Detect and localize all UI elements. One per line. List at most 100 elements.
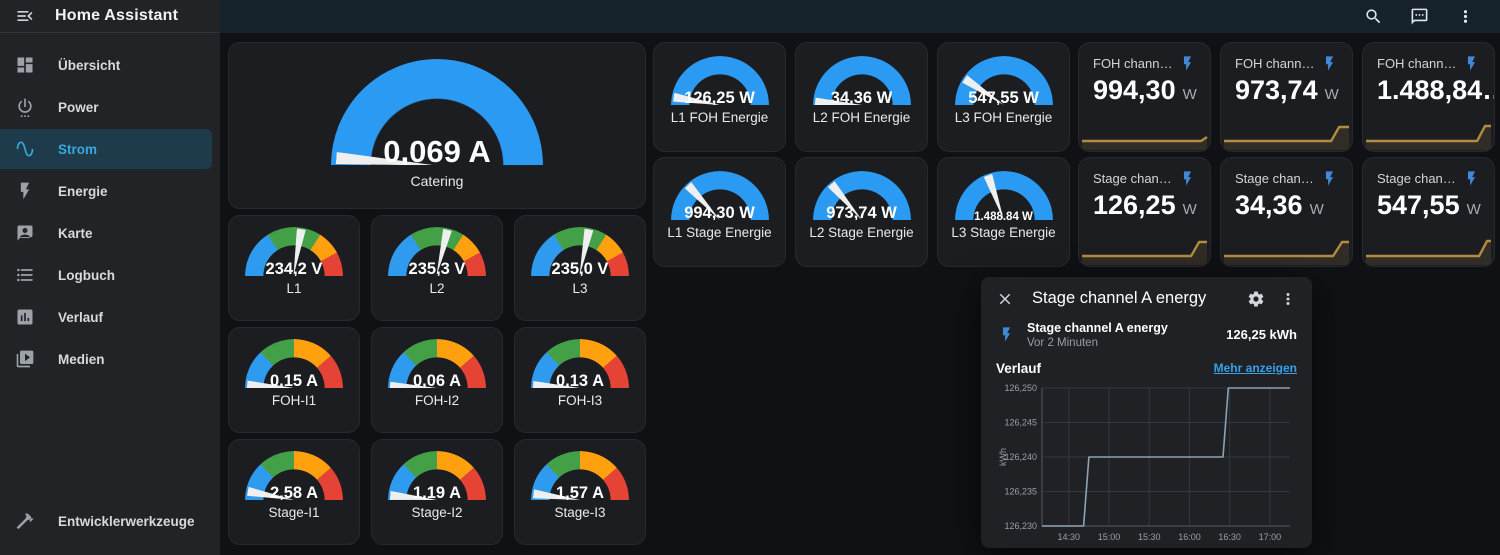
chart-box-icon — [15, 307, 35, 327]
gauge-group-left: 0,069 A Catering 234,2 V L1 235,3 V L2 235,0 V… — [228, 42, 646, 545]
sensor-card-header: FOH chann… — [1235, 55, 1338, 72]
sidebar-item-entwicklerwerkzeuge[interactable]: Entwicklerwerkzeuge — [0, 501, 212, 541]
gauge-label: L2 FOH Energie — [812, 110, 911, 125]
svg-text:126,235: 126,235 — [1004, 486, 1037, 496]
sidebar: Home Assistant Übersicht Power Strom Energi… — [0, 0, 220, 555]
sensor-title: Stage chan… — [1093, 171, 1172, 186]
search-icon[interactable] — [1364, 7, 1383, 26]
sensor-graph-card[interactable]: FOH chann… 1.488,84… — [1362, 42, 1495, 152]
sensor-graph-card[interactable]: Stage chan… 34,36 W — [1220, 157, 1353, 267]
gauge-card[interactable]: 0,15 A FOH-I1 — [228, 327, 360, 433]
gauge-value: 547,55 W — [968, 89, 1039, 105]
sidebar-item-label: Power — [58, 99, 99, 115]
sidebar-item-verlauf[interactable]: Verlauf — [0, 297, 212, 337]
gauge: 0,06 A — [388, 339, 486, 388]
gauge-card[interactable]: 547,55 W L3 FOH Energie — [937, 42, 1070, 152]
gauge-label: Catering — [410, 173, 464, 189]
gauge-card[interactable]: 0,06 A FOH-I2 — [371, 327, 503, 433]
sensor-value-row: 973,74 W — [1235, 75, 1339, 106]
gauge: 0,15 A — [245, 339, 343, 388]
flash-icon — [1463, 170, 1480, 187]
sidebar-nav: Übersicht Power Strom Energie Karte Logbuch Ve… — [0, 33, 220, 379]
sidebar-item-power[interactable]: Power — [0, 87, 212, 127]
gauge-card[interactable]: 34,36 W L2 FOH Energie — [795, 42, 928, 152]
dialog-title: Stage channel A energy — [1032, 289, 1207, 307]
overflow-menu-icon[interactable] — [1456, 7, 1475, 26]
entity-state-value: 126,25 kWh — [1226, 327, 1297, 343]
gauge-card[interactable]: 1,19 A Stage-I2 — [371, 439, 503, 545]
sensor-sparkline — [1081, 136, 1208, 150]
gauge: 0,13 A — [531, 339, 629, 388]
assist-icon[interactable] — [1410, 7, 1429, 26]
gauge: 234,2 V — [245, 227, 343, 276]
sensor-graph-card[interactable]: FOH chann… 994,30 W — [1078, 42, 1211, 152]
sidebar-item-energie[interactable]: Energie — [0, 171, 212, 211]
sensor-unit: W — [1182, 201, 1197, 218]
gauge-card[interactable]: 0,13 A FOH-I3 — [514, 327, 646, 433]
sidebar-item--bersicht[interactable]: Übersicht — [0, 45, 212, 85]
svg-text:16:00: 16:00 — [1178, 532, 1201, 542]
gauge-card[interactable]: 234,2 V L1 — [228, 215, 360, 321]
sensor-title: FOH chann… — [1093, 56, 1173, 71]
dialog-menu-icon[interactable] — [1279, 290, 1297, 308]
gauge: 1,57 A — [531, 451, 629, 500]
flash-icon — [1321, 55, 1338, 72]
gauge: 973,74 W — [812, 171, 911, 220]
sensor-graph-card[interactable]: Stage chan… 547,55 W — [1362, 157, 1495, 267]
show-more-link[interactable]: Mehr anzeigen — [1213, 361, 1297, 376]
dashboard-content: Stage channel A energy Stage channel A e… — [220, 33, 1500, 555]
gauge-card[interactable]: 2,58 A Stage-I1 — [228, 439, 360, 545]
gauge-card[interactable]: 1.488,84 W L3 Stage Energie — [937, 157, 1070, 267]
gear-icon[interactable] — [1247, 290, 1265, 308]
history-chart: 126,250 126,245 126,240 126,235 126,230 14:30… — [998, 383, 1290, 542]
sensor-sparkline — [1081, 240, 1208, 265]
gauge-card[interactable]: 994,30 W L1 Stage Energie — [653, 157, 786, 267]
sidebar-item-medien[interactable]: Medien — [0, 339, 212, 379]
sensor-value-row: 1.488,84… — [1377, 75, 1494, 106]
gauge-card[interactable]: 0,069 A Catering — [228, 42, 646, 209]
sidebar-toggle-icon[interactable] — [15, 6, 35, 26]
sidebar-item-logbuch[interactable]: Logbuch — [0, 255, 212, 295]
sidebar-item-label: Verlauf — [58, 309, 104, 325]
svg-text:kWh: kWh — [998, 448, 1008, 466]
gauge-label: FOH-I3 — [557, 393, 603, 408]
gauge-card[interactable]: 235,3 V L2 — [371, 215, 503, 321]
sensor-title: Stage chan… — [1235, 171, 1314, 186]
svg-text:126,230: 126,230 — [1004, 521, 1037, 531]
entity-attribute-row[interactable]: Stage channel A energy Vor 2 Minuten 126… — [998, 321, 1297, 349]
sidebar-item-label: Strom — [58, 141, 98, 157]
gauge-value: 0,06 A — [412, 372, 461, 388]
svg-text:14:30: 14:30 — [1058, 532, 1081, 542]
flash-icon — [1179, 55, 1196, 72]
gauge-value: 994,30 W — [684, 204, 755, 220]
app-title: Home Assistant — [55, 7, 179, 24]
sensor-graph-card[interactable]: FOH chann… 973,74 W — [1220, 42, 1353, 152]
gauge-card[interactable]: 235,0 V L3 — [514, 215, 646, 321]
gauge-value: 0,13 A — [555, 372, 604, 388]
sensor-value: 126,25 — [1093, 190, 1176, 220]
entity-dialog: Stage channel A energy Stage channel A e… — [981, 277, 1312, 548]
svg-text:15:00: 15:00 — [1098, 532, 1121, 542]
svg-text:16:30: 16:30 — [1218, 532, 1241, 542]
sidebar-item-strom[interactable]: Strom — [0, 129, 212, 169]
sensor-unit: W — [1309, 201, 1324, 218]
hammer-icon — [15, 511, 35, 531]
gauge-value: 1,57 A — [555, 484, 604, 500]
list-bulleted-icon — [15, 265, 35, 285]
sensor-value: 994,30 — [1093, 75, 1176, 105]
sidebar-item-label: Übersicht — [58, 57, 121, 73]
history-section-label: Verlauf — [996, 360, 1042, 376]
sidebar-item-label: Medien — [58, 351, 105, 367]
gauge-label: L3 Stage Energie — [951, 225, 1056, 240]
sensor-graph-card[interactable]: Stage chan… 126,25 W — [1078, 157, 1211, 267]
gauge-card[interactable]: 126,25 W L1 FOH Energie — [653, 42, 786, 152]
view-dashboard-icon — [15, 55, 35, 75]
close-icon[interactable] — [996, 290, 1014, 308]
sidebar-item-karte[interactable]: Karte — [0, 213, 212, 253]
entity-texts: Stage channel A energy Vor 2 Minuten — [1027, 321, 1168, 349]
gauge-card[interactable]: 1,57 A Stage-I3 — [514, 439, 646, 545]
sensor-card-header: FOH chann… — [1377, 55, 1480, 72]
gauge-card[interactable]: 973,74 W L2 Stage Energie — [795, 157, 928, 267]
gauge-label: FOH-I1 — [271, 393, 317, 408]
